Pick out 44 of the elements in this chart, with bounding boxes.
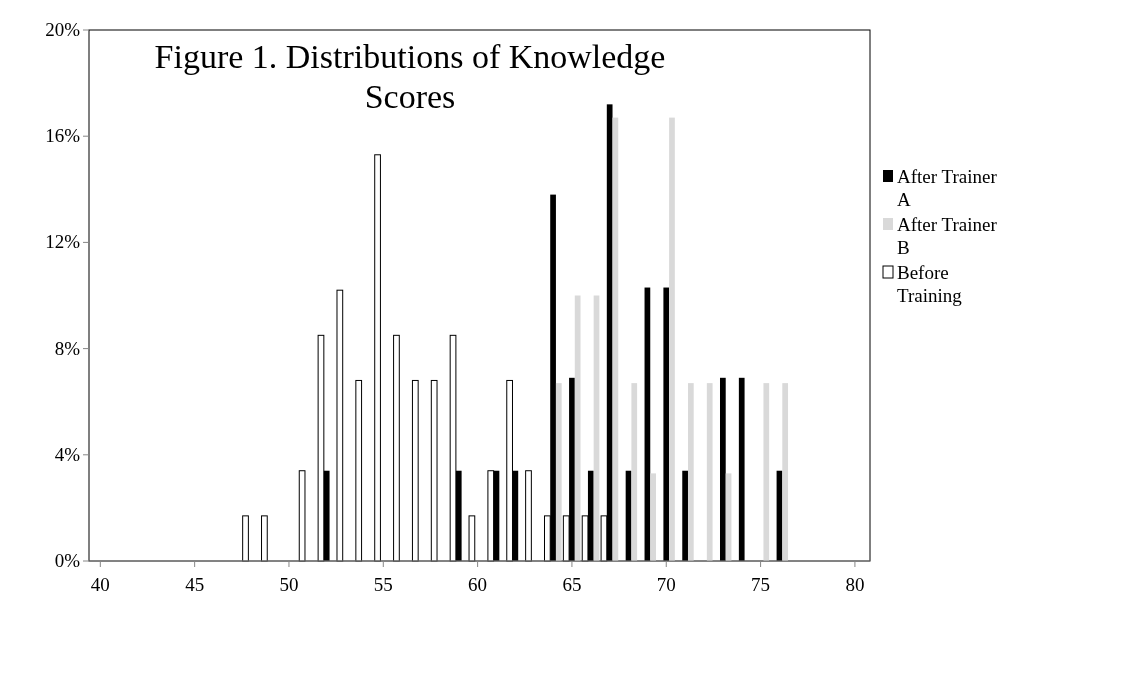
x-tick-label: 40 bbox=[90, 574, 110, 595]
bar bbox=[374, 154, 381, 562]
x-tick-label: 70 bbox=[656, 574, 676, 595]
bar bbox=[261, 515, 268, 562]
bar bbox=[663, 287, 670, 561]
x-tick-label: 80 bbox=[845, 574, 865, 595]
bar bbox=[468, 515, 476, 562]
bar bbox=[650, 473, 656, 561]
x-tick-label: 50 bbox=[279, 574, 299, 595]
bar bbox=[393, 334, 400, 562]
legend-label: After Trainer A bbox=[897, 166, 998, 210]
bar bbox=[355, 379, 363, 562]
x-tick-label: 75 bbox=[751, 574, 771, 595]
bar bbox=[298, 470, 306, 562]
bar bbox=[574, 295, 581, 561]
bar bbox=[706, 383, 713, 561]
y-tick-label: 20% bbox=[45, 19, 81, 40]
text: Figure 1. Distributions of Knowledge Scores bbox=[154, 38, 666, 115]
x-tick-label: 60 bbox=[468, 574, 488, 595]
y-tick-label: 12% bbox=[45, 231, 81, 253]
x-tick-label: 45 bbox=[185, 574, 205, 595]
bar bbox=[555, 383, 562, 561]
legend-label: After Trainer B bbox=[897, 214, 998, 258]
bar bbox=[669, 117, 675, 561]
x-tick-label: 55 bbox=[373, 574, 393, 595]
bar bbox=[720, 377, 726, 561]
bar bbox=[682, 470, 688, 561]
bar bbox=[525, 470, 532, 562]
y-tick-label: 8% bbox=[54, 337, 81, 359]
y-tick-label: 0% bbox=[54, 550, 81, 571]
legend-label: Before Training bbox=[897, 262, 963, 306]
bar bbox=[782, 383, 789, 561]
bar bbox=[336, 289, 344, 562]
y-tick-label: 16% bbox=[45, 125, 81, 147]
bar bbox=[411, 379, 419, 562]
bar bbox=[487, 470, 495, 562]
bar bbox=[430, 379, 438, 562]
y-tick-label: 4% bbox=[54, 443, 81, 465]
bar bbox=[738, 377, 745, 561]
bar bbox=[631, 383, 638, 561]
bar bbox=[763, 383, 770, 561]
x-tick-label: 65 bbox=[562, 574, 582, 595]
bar bbox=[687, 383, 694, 561]
bar bbox=[242, 515, 249, 562]
